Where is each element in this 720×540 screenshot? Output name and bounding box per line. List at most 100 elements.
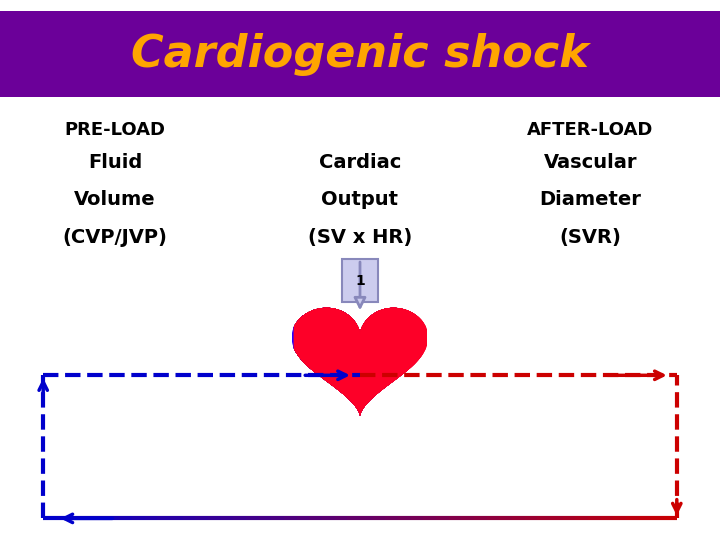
Bar — [294, 302, 377, 421]
Bar — [294, 302, 415, 421]
Bar — [293, 302, 305, 421]
Bar — [294, 302, 383, 421]
Bar — [294, 302, 402, 421]
Bar — [294, 302, 387, 421]
Bar — [294, 302, 336, 421]
Bar — [293, 302, 327, 421]
Bar — [294, 302, 368, 421]
Text: PRE-LOAD: PRE-LOAD — [65, 120, 166, 139]
Bar — [293, 302, 312, 421]
Bar — [294, 302, 375, 421]
Bar — [294, 302, 374, 421]
Bar — [294, 302, 378, 421]
Text: (CVP/JVP): (CVP/JVP) — [63, 228, 168, 247]
Bar — [294, 302, 423, 421]
Bar — [294, 302, 393, 421]
Bar — [294, 302, 409, 421]
Bar — [292, 302, 293, 421]
Bar — [294, 302, 371, 421]
Bar — [294, 302, 420, 421]
Bar — [293, 302, 307, 421]
Bar — [294, 302, 349, 421]
Bar — [294, 302, 342, 421]
Text: (SV x HR): (SV x HR) — [308, 228, 412, 247]
Bar — [294, 302, 395, 421]
Bar — [293, 302, 299, 421]
Text: AFTER-LOAD: AFTER-LOAD — [527, 120, 654, 139]
Text: Output: Output — [322, 190, 398, 210]
Bar — [294, 302, 392, 421]
Bar — [293, 302, 297, 421]
Bar — [294, 302, 343, 421]
Bar — [294, 302, 413, 421]
Bar — [294, 302, 364, 421]
Bar — [294, 302, 363, 421]
Bar — [294, 302, 369, 421]
Bar — [294, 302, 366, 421]
Bar — [294, 302, 379, 421]
Bar — [0, 11, 720, 97]
Bar — [294, 302, 407, 421]
Bar — [294, 302, 353, 421]
Text: Fluid: Fluid — [88, 152, 143, 172]
Text: Vascular: Vascular — [544, 152, 637, 172]
Bar — [293, 302, 325, 421]
Bar — [294, 302, 426, 421]
Bar — [294, 302, 400, 421]
Bar — [294, 302, 390, 421]
Bar — [294, 302, 367, 421]
Bar — [294, 302, 338, 421]
Bar — [293, 302, 311, 421]
Text: Diameter: Diameter — [539, 190, 642, 210]
Bar — [294, 302, 352, 421]
Bar — [294, 302, 337, 421]
Bar — [294, 302, 416, 421]
Bar — [293, 302, 325, 421]
Bar — [294, 302, 384, 421]
Bar — [294, 302, 340, 421]
Text: Cardiogenic shock: Cardiogenic shock — [131, 32, 589, 76]
Bar — [293, 302, 296, 421]
Bar — [294, 302, 360, 421]
Bar — [294, 302, 418, 421]
Bar — [294, 302, 354, 421]
Bar — [294, 302, 408, 421]
Bar — [294, 302, 348, 421]
Bar — [294, 302, 356, 421]
Bar — [294, 302, 405, 421]
Bar — [293, 302, 318, 421]
Bar — [294, 302, 398, 421]
Bar — [294, 302, 357, 421]
Bar — [294, 302, 372, 421]
Bar — [293, 302, 301, 421]
PathPatch shape — [292, 308, 428, 416]
Text: Volume: Volume — [74, 190, 156, 210]
Text: Cardiac: Cardiac — [319, 152, 401, 172]
Bar — [294, 302, 351, 421]
Text: 1: 1 — [355, 274, 365, 288]
Bar — [293, 302, 328, 421]
Bar — [294, 302, 410, 421]
Bar — [294, 302, 386, 421]
Bar — [293, 302, 315, 421]
Bar — [294, 302, 427, 421]
Bar — [293, 302, 302, 421]
Bar — [294, 302, 419, 421]
Text: (SVR): (SVR) — [559, 228, 621, 247]
Bar — [293, 302, 320, 421]
Bar — [294, 302, 341, 421]
Bar — [294, 302, 421, 421]
Bar — [293, 302, 300, 421]
Bar — [293, 302, 322, 421]
Bar — [293, 302, 316, 421]
Bar — [293, 302, 331, 421]
Bar — [293, 302, 333, 421]
Bar — [293, 302, 313, 421]
Bar — [294, 302, 401, 421]
Bar — [294, 302, 380, 421]
Bar — [294, 302, 412, 421]
Bar — [342, 259, 378, 302]
Bar — [294, 302, 345, 421]
Bar — [294, 302, 424, 421]
Bar — [293, 302, 334, 421]
